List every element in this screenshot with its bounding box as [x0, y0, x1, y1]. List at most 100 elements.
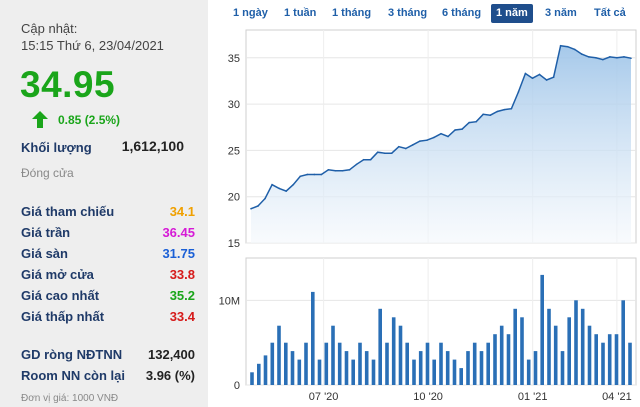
price-point	[292, 183, 295, 186]
stat-row-open: Giá mở cửa 33.8	[21, 267, 195, 285]
stat-value: 31.75	[162, 246, 195, 261]
volume-value: 1,612,100	[121, 138, 184, 154]
volume-bar	[499, 325, 504, 385]
volume-bar	[540, 274, 544, 385]
price-point	[616, 56, 618, 59]
volume-bar	[601, 342, 605, 385]
price-point	[552, 76, 555, 79]
volume-bar	[574, 300, 578, 385]
price-point	[355, 163, 358, 166]
price-point	[580, 53, 583, 55]
price-point	[320, 173, 323, 176]
market-status: Đóng cửa	[21, 166, 74, 180]
volume-bar	[607, 334, 612, 385]
volume-label: Khối lượng	[21, 140, 92, 155]
tab-1-week[interactable]: 1 tuần	[284, 7, 317, 19]
price-point	[573, 48, 576, 51]
price-point	[257, 205, 259, 207]
volume-bar	[445, 351, 450, 385]
volume-bar	[486, 342, 490, 385]
volume-bar	[479, 351, 484, 385]
volume-bar	[263, 355, 268, 385]
tab-3-months[interactable]: 3 tháng	[388, 7, 428, 19]
volume-bar	[405, 342, 409, 385]
price-point	[468, 121, 470, 124]
price-point	[609, 56, 611, 58]
volume-bar	[284, 342, 288, 385]
volume-tick-label: 0	[234, 380, 240, 392]
volume-bar	[331, 325, 335, 385]
volume-bar	[520, 317, 524, 385]
volume-bar	[425, 342, 430, 385]
volume-bar	[472, 342, 477, 385]
volume-bar	[358, 342, 362, 385]
x-tick-label: 01 '21	[518, 391, 548, 403]
price-point	[433, 136, 435, 139]
arrow-up-icon	[32, 111, 48, 128]
price-point	[383, 152, 386, 154]
price-point	[397, 145, 400, 148]
tab-all[interactable]: Tất cả	[594, 7, 626, 19]
volume-bar	[621, 300, 625, 385]
price-point	[503, 108, 506, 111]
stat-label: Giá mở cửa	[21, 267, 94, 282]
volume-bar	[277, 325, 281, 385]
price-point	[545, 79, 548, 81]
tab-1-year[interactable]: 1 năm	[491, 4, 533, 23]
price-point	[559, 44, 562, 47]
unit-note: Đơn vị giá: 1000 VNĐ	[21, 393, 119, 404]
volume-bar	[533, 351, 538, 385]
stat-value: 35.2	[169, 288, 195, 303]
volume-bar	[452, 359, 457, 385]
price-change: 0.85 (2.5%)	[58, 113, 121, 127]
tab-6-months[interactable]: 6 tháng	[442, 7, 482, 19]
price-area	[251, 45, 631, 244]
volume-bar	[385, 342, 389, 385]
price-point	[313, 173, 316, 176]
volume-bar	[398, 325, 403, 385]
price-point	[271, 183, 273, 186]
volume-bar	[580, 308, 585, 385]
price-point	[517, 91, 520, 93]
price-point	[341, 169, 344, 172]
price-point	[524, 72, 527, 75]
foreign-net-value: 132,400	[148, 347, 195, 362]
stat-label: Giá sàn	[21, 246, 68, 261]
price-volume-chart[interactable]: 15 20 25 30 35 0 10M 07 '20 10 '20 01 '21 04 '21	[208, 26, 640, 407]
volume-bar	[547, 308, 551, 385]
price-point	[566, 45, 569, 48]
price-point	[447, 135, 449, 138]
price-point	[440, 132, 442, 135]
volume-bar	[459, 368, 463, 385]
price-point	[461, 128, 463, 130]
price-point	[510, 107, 513, 110]
stat-row-floor: Giá sàn 31.75	[21, 246, 195, 264]
price-point	[348, 169, 351, 171]
tab-3-years[interactable]: 3 năm	[545, 7, 577, 19]
price-point	[496, 110, 499, 113]
price-point	[531, 77, 534, 79]
current-price: 34.95	[20, 64, 116, 105]
price-point	[538, 73, 541, 76]
stat-row-high: Giá cao nhất 35.2	[21, 288, 195, 306]
volume-bar	[587, 325, 592, 385]
price-point	[376, 151, 379, 154]
price-point	[623, 56, 625, 58]
x-tick-label: 07 '20	[309, 391, 339, 403]
price-point	[264, 197, 266, 200]
volume-bar	[337, 342, 342, 385]
stat-value: 33.4	[169, 309, 195, 324]
volume-bar	[250, 372, 254, 385]
price-point	[489, 114, 492, 116]
volume-bar	[257, 363, 261, 385]
price-point	[369, 158, 372, 161]
price-point	[334, 169, 337, 172]
tab-1-month[interactable]: 1 tháng	[332, 7, 372, 19]
price-point	[454, 129, 456, 131]
update-time: 15:15 Thứ 6, 23/04/2021	[21, 38, 164, 53]
volume-bar	[412, 359, 416, 385]
price-point	[278, 187, 280, 190]
volume-bar	[594, 334, 598, 385]
tab-1-day[interactable]: 1 ngày	[233, 7, 268, 19]
volume-bar	[466, 351, 470, 385]
